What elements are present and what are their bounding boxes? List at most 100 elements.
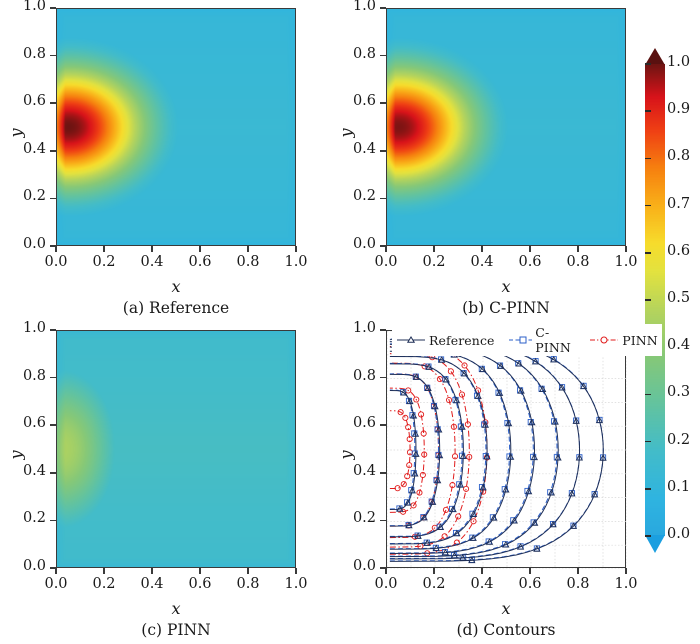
y-tick-label: 0.4: [22, 140, 46, 157]
contour-marker: [474, 392, 482, 399]
x-tick-label: 1.0: [614, 576, 638, 592]
x-tickmark: [529, 568, 531, 574]
x-tickmark: [433, 568, 435, 574]
colorbar-tickmark: [645, 110, 651, 112]
contour-marker: [459, 554, 467, 561]
contour-marker: [450, 551, 459, 559]
contour-marker: [495, 389, 504, 396]
legend-swatch-circle-icon: [590, 336, 619, 344]
contour-marker: [458, 391, 466, 398]
contour-marker: [579, 382, 588, 390]
panel-d-caption: (d) Contours: [456, 621, 556, 639]
y-tickmark: [380, 376, 386, 379]
y-tickmark: [380, 472, 386, 474]
colorbar-tickmark: [645, 393, 651, 396]
y-tick-label: 0.0: [352, 236, 376, 252]
y-tickmark: [50, 376, 56, 379]
y-tick-label: 0.2: [22, 510, 46, 527]
contour-marker: [425, 363, 433, 370]
x-tick-label: 0.0: [44, 254, 68, 270]
legend-item-pinn[interactable]: PINN: [589, 333, 658, 348]
contour-marker: [419, 471, 426, 479]
panel-c-caption: (c) PINN: [141, 621, 211, 639]
x-tickmark: [295, 568, 297, 574]
x-tick-label: 0.2: [422, 254, 446, 270]
colorbar-tick-label: 0.0: [667, 526, 691, 542]
contour-marker: [530, 453, 539, 461]
panel-d: Reference C-PINN PINN y x (d) Contours 0.0…: [330, 320, 662, 644]
y-tick-label: 0.8: [352, 45, 376, 62]
contour-series-reference: [389, 338, 607, 564]
panel-b-xlabel: x: [501, 277, 511, 296]
x-tick-label: 1.0: [614, 254, 638, 270]
y-tickmark: [380, 54, 386, 57]
x-tickmark: [295, 246, 297, 252]
contour-marker: [433, 476, 442, 484]
legend-swatch-triangle-icon: [397, 336, 425, 343]
y-tickmark: [380, 424, 386, 426]
colorbar-tick-label: 0.2: [667, 431, 691, 448]
y-tick-label: 0.2: [22, 188, 46, 205]
x-tickmark: [55, 568, 57, 574]
y-tickmark: [380, 329, 386, 331]
x-tick-label: 0.8: [566, 576, 590, 592]
contour-marker: [400, 508, 407, 515]
contour-marker: [404, 499, 412, 506]
contour-marker: [497, 362, 505, 369]
contour-marker: [483, 452, 491, 460]
contour-marker: [400, 388, 408, 396]
contour-marker: [485, 538, 494, 545]
y-tickmark: [50, 197, 56, 200]
x-tick-label: 0.6: [518, 576, 542, 592]
contour-line: [389, 350, 511, 550]
x-tickmark: [577, 568, 579, 574]
x-tick-label: 0.8: [236, 254, 260, 270]
panel-a-xlabel: x: [171, 277, 181, 296]
contour-marker: [551, 418, 559, 425]
x-tick-label: 0.2: [92, 576, 116, 592]
contour-marker: [435, 425, 443, 433]
x-tickmark: [385, 246, 387, 252]
legend-item-reference[interactable]: Reference: [396, 333, 495, 348]
contour-marker: [531, 519, 539, 526]
panel-a-caption: (a) Reference: [122, 299, 230, 317]
contour-marker: [575, 453, 584, 461]
x-tick-label: 0.4: [140, 254, 164, 270]
legend-item-c-pinn[interactable]: C-PINN: [508, 325, 577, 355]
contour-marker: [412, 450, 420, 457]
colorbar-gradient: [645, 64, 665, 536]
panel-d-contour-plot: [387, 331, 627, 569]
contour-marker: [517, 387, 525, 394]
contour-marker: [599, 454, 607, 461]
panel-c: y x (c) PINN 0.0 0.2 0.4 0.6 0.8 1.0 0.0 0.2 0.4…: [0, 320, 340, 644]
contour-marker: [568, 489, 576, 497]
contour-marker: [459, 452, 467, 460]
y-tick-label: 0.2: [352, 188, 376, 205]
x-tick-label: 0.2: [422, 576, 446, 592]
contour-marker: [558, 383, 566, 391]
contour-marker: [418, 411, 425, 418]
contour-marker: [423, 539, 431, 546]
contour-line: [389, 341, 581, 560]
contour-marker: [442, 375, 450, 383]
contour-marker: [458, 423, 466, 430]
contour-line: [389, 362, 456, 539]
contour-marker: [400, 481, 407, 488]
x-tick-label: 0.0: [374, 576, 398, 592]
x-tickmark: [577, 246, 579, 252]
colorbar-tick-label: 1.0: [667, 54, 691, 70]
x-tick-label: 0.6: [188, 254, 212, 270]
y-tick-label: 1.0: [22, 0, 46, 14]
contour-marker: [396, 505, 404, 512]
colorbar-tick-label: 0.3: [667, 384, 691, 401]
contour-marker: [569, 522, 578, 529]
x-tickmark: [199, 568, 201, 574]
colorbar-tick-label: 0.8: [667, 148, 691, 165]
y-tickmark: [50, 245, 56, 247]
contour-marker: [456, 480, 465, 488]
contour-marker: [442, 506, 450, 513]
contour-marker: [436, 523, 445, 530]
legend-swatch-square-icon: [508, 336, 533, 344]
contour-marker: [515, 359, 523, 367]
